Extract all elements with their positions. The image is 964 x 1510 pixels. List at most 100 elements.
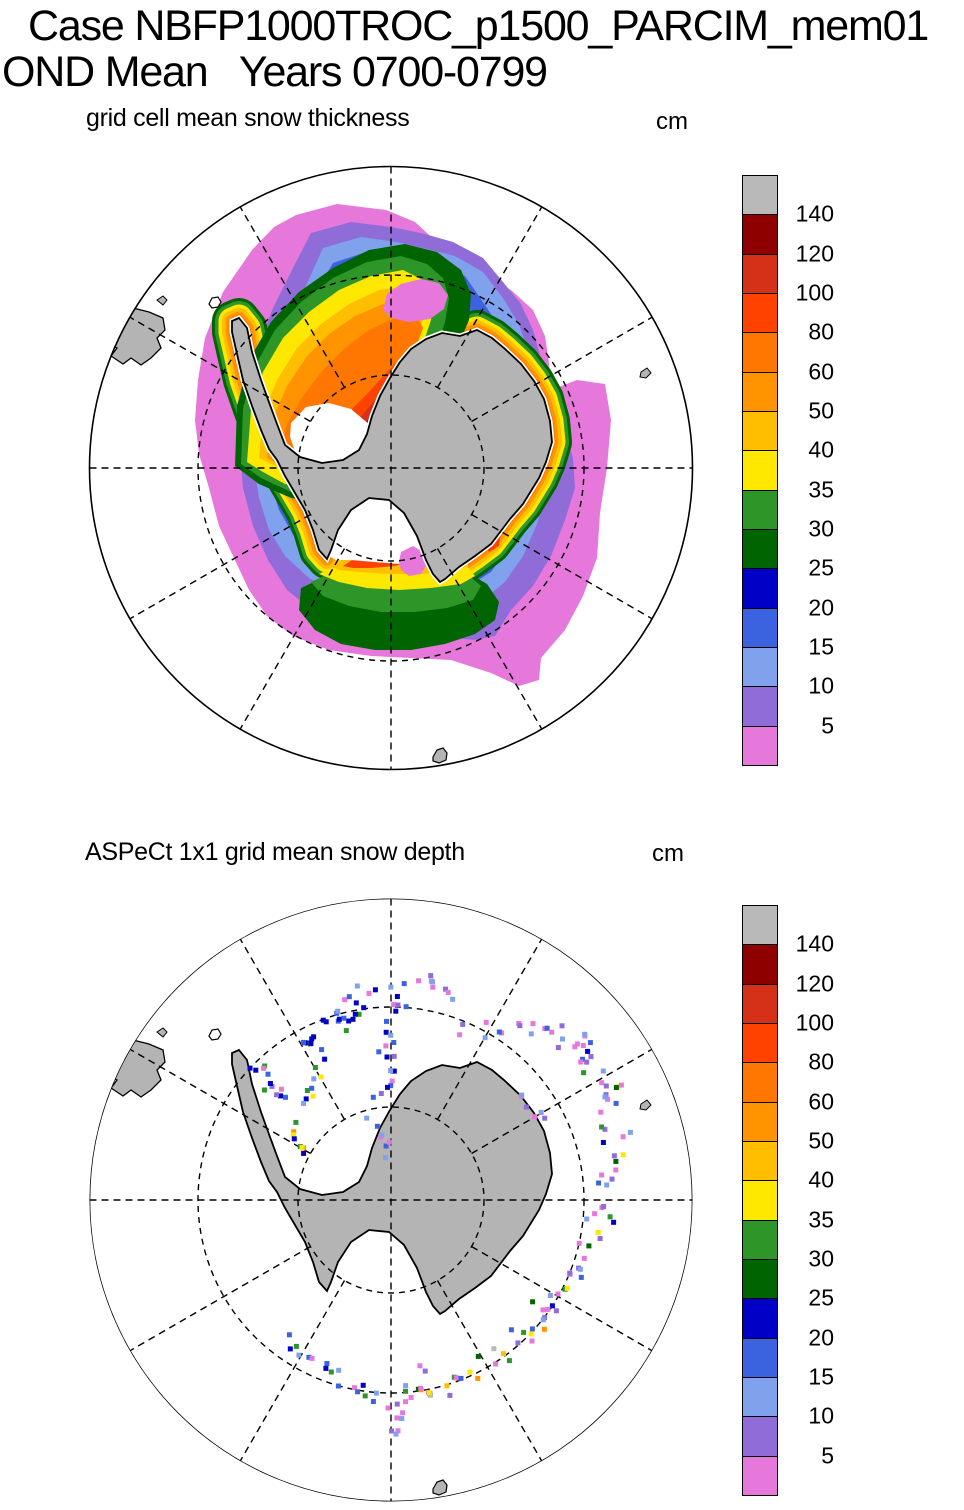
observation-dot	[386, 1139, 392, 1145]
observation-dot	[443, 986, 448, 992]
map-boundary-circle	[88, 165, 694, 771]
observation-dot	[383, 1155, 389, 1161]
observation-dot	[549, 1303, 555, 1309]
island-east	[639, 367, 652, 379]
colorbar-cell-orange2	[742, 1062, 778, 1103]
observation-dot	[416, 978, 422, 984]
observation-dot	[366, 990, 372, 996]
observation-dot	[362, 1393, 368, 1399]
colorbar-cell-darkgreen	[742, 528, 778, 570]
observation-dot	[430, 979, 435, 985]
observation-dot	[320, 1017, 326, 1023]
observation-dot	[540, 1307, 546, 1313]
observation-dot	[403, 1399, 409, 1405]
observation-dot	[627, 1129, 633, 1135]
observation-dot	[447, 1392, 453, 1398]
observation-dot	[574, 1041, 580, 1047]
observation-dot	[336, 1367, 342, 1373]
panel1-units-label: cm	[656, 108, 688, 135]
graticule	[88, 165, 694, 771]
colorbar-cell-gray	[742, 905, 778, 946]
observation-dot	[391, 1053, 397, 1059]
observation-dot	[580, 1043, 586, 1048]
observation-dot	[304, 1088, 310, 1093]
colorbar-cell-lightblue	[742, 646, 778, 688]
observation-dot	[597, 1236, 603, 1241]
observation-dot	[611, 1153, 617, 1159]
observation-dot	[311, 1076, 317, 1082]
colorbar-cell-pink	[742, 725, 778, 766]
observation-dot	[604, 1182, 610, 1188]
observation-dot	[587, 1040, 593, 1046]
colorbar-panel2: 140 120 100 80 60 50 40 35 30 25 20 15 10 5	[742, 905, 852, 1500]
observation-dot	[309, 1085, 315, 1091]
colorbar-cell-green	[742, 489, 778, 530]
observation-dot	[400, 1410, 406, 1416]
observation-dot	[544, 1025, 550, 1031]
observation-dot	[364, 1115, 370, 1121]
colorbar-tick-label: 80	[808, 1048, 834, 1075]
colorbar-tick-label: 25	[808, 554, 834, 581]
colorbar-tick-label: 120	[795, 970, 834, 997]
observation-dot	[582, 1031, 588, 1037]
observation-dot	[379, 1132, 385, 1138]
observation-dot	[602, 1094, 608, 1100]
panel2-subtitle: ASPeCt 1x1 grid mean snow depth	[85, 838, 465, 866]
colorbar-cell-amber	[742, 1140, 778, 1182]
colorbar-tick-label: 30	[808, 515, 834, 542]
observation-dot	[530, 1021, 536, 1027]
observation-dot	[475, 1375, 481, 1381]
observation-dot	[572, 1044, 578, 1050]
observation-dot	[361, 1005, 367, 1011]
observation-dot	[506, 1358, 512, 1364]
observation-dot	[383, 1143, 389, 1149]
colorbar-cell-darkred	[742, 944, 778, 985]
observation-dot	[394, 1415, 400, 1421]
observation-dot	[394, 1401, 400, 1407]
observation-dot	[483, 1019, 489, 1025]
offshore-low-snow-patch	[383, 279, 448, 322]
observation-dot	[318, 1074, 324, 1080]
colorbar-cell-yellow	[742, 1180, 778, 1221]
observation-dot	[475, 1353, 481, 1359]
observation-dot	[323, 1365, 329, 1371]
colorbar-cell-orangered	[742, 1022, 778, 1064]
observation-dot	[299, 1145, 305, 1151]
observation-dot	[596, 1180, 602, 1186]
observation-dot	[422, 1368, 428, 1374]
observation-dot	[620, 1134, 626, 1140]
observation-dot	[564, 1285, 570, 1291]
observation-dot	[598, 1109, 604, 1115]
colorbar-cell-lightblue	[742, 1376, 778, 1418]
observation-dot	[460, 1021, 466, 1027]
observation-dot	[305, 1040, 310, 1046]
observation-dot	[346, 994, 352, 1000]
observation-dot	[491, 1346, 497, 1352]
observation-dot	[607, 1214, 613, 1220]
colorbar-tick-label: 15	[808, 1363, 834, 1390]
colorbar-panel1: 140 120 100 80 60 50 40 35 30 25 20 15 10 5	[742, 175, 852, 770]
colorbar-tick-label: 120	[795, 240, 834, 267]
panel2-units-label: cm	[652, 840, 684, 867]
colorbar-cell-orange	[742, 1101, 778, 1142]
observation-dot	[559, 1023, 565, 1029]
observation-dot	[501, 1351, 506, 1357]
observation-dot	[586, 1243, 592, 1249]
observation-dot	[519, 1092, 525, 1098]
observation-dot	[391, 1002, 397, 1008]
map-aspect-observations	[89, 898, 693, 1502]
colorbar-tick-label: 25	[808, 1284, 834, 1311]
observation-dot	[360, 1382, 366, 1388]
observation-dot	[515, 1340, 521, 1346]
observation-dot	[528, 1031, 534, 1037]
observation-dot	[467, 1369, 473, 1375]
observation-dot	[600, 1140, 606, 1145]
colorbar-tick-label: 30	[808, 1245, 834, 1272]
colorbar-tick-label: 35	[808, 1206, 834, 1233]
colorbar-tick-label: 40	[808, 436, 834, 463]
colorbar-cell-purple	[742, 1416, 778, 1457]
observation-dot	[584, 1216, 590, 1222]
observation-dot	[322, 1056, 328, 1062]
colorbar-cell-purple	[742, 686, 778, 727]
colorbar-cell-yellow	[742, 450, 778, 491]
